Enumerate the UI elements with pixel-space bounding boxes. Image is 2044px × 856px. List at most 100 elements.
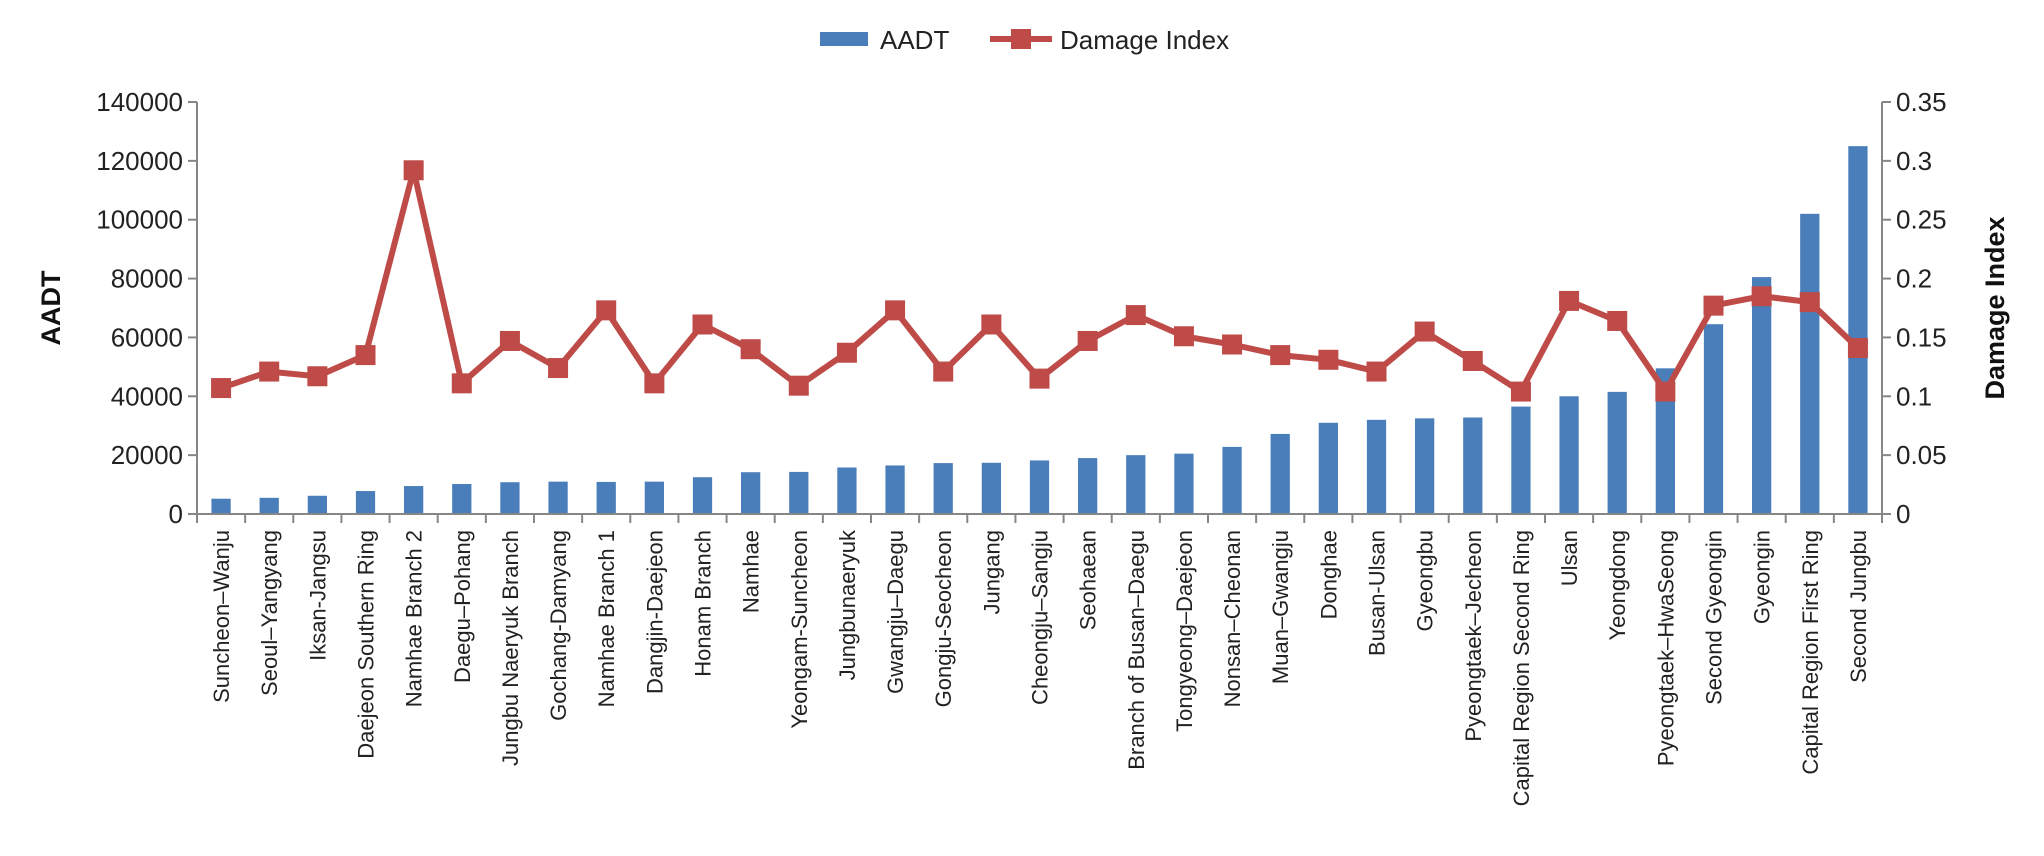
x-category-label: Daegu–Pohang xyxy=(450,530,475,683)
y2-axis-title-damage-index: Damage Index xyxy=(1980,216,2010,399)
marker-damage-index xyxy=(981,314,1002,335)
bar-aadt xyxy=(1752,277,1772,514)
marker-damage-index xyxy=(355,345,376,366)
left-y-tick-label: 120000 xyxy=(96,146,183,176)
right-y-ticks: 0 0.05 0.1 0.15 0.2 0.25 0.3 0.35 xyxy=(1882,87,1947,529)
bar-aadt xyxy=(837,467,857,514)
bar-aadt xyxy=(1270,433,1290,514)
x-category-label: Gwangju–Daegu xyxy=(883,530,908,694)
bar-aadt xyxy=(1126,455,1146,514)
marker-damage-index xyxy=(596,300,617,321)
bar-aadt xyxy=(644,481,664,514)
bars-aadt xyxy=(211,146,1868,515)
marker-damage-index xyxy=(933,361,954,382)
marker-damage-index xyxy=(1607,310,1628,331)
bar-aadt xyxy=(1703,324,1724,514)
bar-aadt xyxy=(1415,418,1435,514)
x-category-label: Pyeongtaek–Jecheon xyxy=(1461,530,1486,742)
marker-damage-index xyxy=(307,366,328,387)
line-damage-index xyxy=(220,167,1860,395)
marker-damage-index xyxy=(1751,286,1772,307)
bar-aadt xyxy=(404,486,424,514)
left-y-tick-label: 100000 xyxy=(96,205,183,235)
x-category-label: Yeongam-Suncheon xyxy=(787,530,812,729)
bar-aadt xyxy=(933,463,953,514)
x-category-label: Pyeongtaek–HwaSeong xyxy=(1653,530,1678,766)
bar-aadt xyxy=(1511,406,1531,514)
marker-damage-index xyxy=(1847,338,1868,359)
bar-aadt xyxy=(1366,419,1387,514)
legend-label-aadt: AADT xyxy=(880,25,949,55)
marker-damage-index xyxy=(211,378,232,399)
marker-damage-index xyxy=(403,160,424,181)
x-category-label: Iksan-Jangsu xyxy=(305,530,330,661)
x-category-label: Suncheon–Wanju xyxy=(209,530,234,703)
legend-label-damage-index: Damage Index xyxy=(1060,25,1229,55)
x-category-ticks xyxy=(196,514,1883,523)
bar-aadt xyxy=(1848,146,1868,514)
bar-aadt xyxy=(211,498,231,514)
line-damage-index-layer xyxy=(211,160,1868,402)
bar-aadt xyxy=(307,495,327,514)
bar-aadt xyxy=(789,471,809,514)
marker-damage-index xyxy=(1173,326,1194,347)
marker-damage-index xyxy=(1414,321,1435,342)
bar-aadt xyxy=(596,481,616,514)
bar-aadt xyxy=(1222,446,1242,514)
bar-aadt xyxy=(1174,453,1194,514)
marker-damage-index xyxy=(451,373,472,394)
x-category-label: Gongju-Seocheon xyxy=(931,530,956,707)
marker-damage-index xyxy=(1655,381,1676,402)
x-category-label: Dangjin-Daejeon xyxy=(642,530,667,694)
x-category-label: Gochang-Damyang xyxy=(546,530,571,721)
x-category-label: Gyeongbu xyxy=(1413,530,1438,632)
left-y-tick-label: 60000 xyxy=(111,322,183,352)
bar-aadt xyxy=(1655,368,1675,514)
x-category-label: Second Jungbu xyxy=(1846,530,1871,683)
x-category-label: Donghae xyxy=(1316,530,1341,619)
marker-damage-index xyxy=(1270,345,1291,366)
marker-damage-index xyxy=(499,330,520,351)
x-category-label: Jungang xyxy=(979,530,1004,614)
x-category-label: Capital Region Second Ring xyxy=(1509,530,1534,806)
marker-damage-index xyxy=(1029,368,1050,389)
x-category-label: Busan-Ulsan xyxy=(1365,530,1390,656)
marker-damage-index xyxy=(1318,349,1339,370)
x-category-label: Muan–Gwangju xyxy=(1268,530,1293,684)
bar-aadt xyxy=(1559,396,1579,514)
marker-damage-index xyxy=(548,358,569,379)
right-y-tick-label: 0.05 xyxy=(1896,440,1947,470)
x-category-label: Nonsan–Cheonan xyxy=(1220,530,1245,707)
x-category-label: Honam Branch xyxy=(691,530,716,677)
x-category-label: Yeongdong xyxy=(1605,530,1630,641)
bar-aadt xyxy=(1463,417,1483,514)
right-y-tick-label: 0.15 xyxy=(1896,322,1947,352)
marker-damage-index xyxy=(1799,292,1820,313)
bar-aadt xyxy=(452,483,472,514)
x-category-label: Namhae Branch 1 xyxy=(594,530,619,707)
marker-damage-index xyxy=(1222,334,1243,355)
x-category-label: Second Gyeongin xyxy=(1702,530,1727,705)
legend-swatch-aadt xyxy=(820,32,868,46)
bar-aadt xyxy=(548,481,568,514)
bar-aadt xyxy=(355,491,376,514)
bar-aadt xyxy=(741,472,761,514)
left-y-tick-label: 0 xyxy=(169,499,183,529)
right-y-tick-label: 0 xyxy=(1896,499,1910,529)
left-y-tick-label: 20000 xyxy=(111,440,183,470)
bar-aadt xyxy=(1607,391,1627,514)
x-category-labels: Suncheon–Wanju Seoul–Yangyang Iksan-Jangsu… xyxy=(209,529,1871,806)
x-category-label: Tongyeong–Daejeon xyxy=(1172,530,1197,732)
marker-damage-index xyxy=(1462,350,1483,371)
marker-damage-index xyxy=(836,342,857,363)
axes xyxy=(196,102,1883,515)
marker-damage-index xyxy=(692,314,713,335)
left-y-tick-label: 140000 xyxy=(96,87,183,117)
x-category-label: Jungbunaeryuk xyxy=(835,529,860,680)
bar-aadt xyxy=(1318,422,1338,514)
marker-damage-index xyxy=(1559,290,1580,311)
x-category-label: Gyeongin xyxy=(1750,530,1775,624)
marker-damage-index xyxy=(1366,361,1387,382)
marker-damage-index xyxy=(788,375,809,396)
